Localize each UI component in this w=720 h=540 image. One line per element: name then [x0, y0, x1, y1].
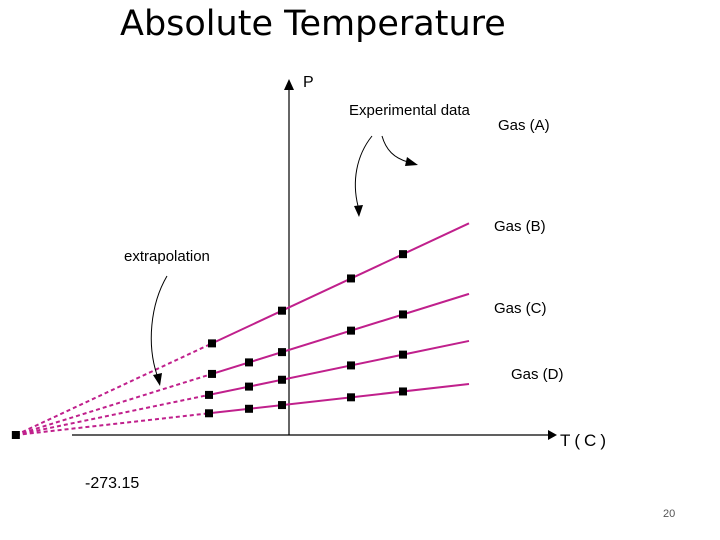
gas-a-label: Gas (A) — [498, 117, 550, 134]
gas-d-label: Gas (D) — [511, 366, 564, 383]
extrapolation-arrow — [150, 275, 168, 376]
y-axis-label: P — [303, 74, 314, 91]
experimental-data-arrow-lower — [354, 135, 373, 207]
series-layer: Gas (A) Gas (B) Gas (C) Gas (D) — [11, 117, 564, 439]
slide-title: Absolute Temperature — [120, 4, 506, 44]
annotation-experimental-data: Experimental data — [349, 102, 471, 119]
gas-b-point-2 — [245, 358, 253, 367]
gas-c-label: Gas (C) — [494, 300, 547, 317]
gas-c-extrapolation-line — [15, 393, 210, 436]
experimental-data-arrowhead-upper — [405, 157, 418, 166]
x-axis-arrowhead — [548, 430, 557, 440]
gas-a-data-line — [211, 222, 470, 345]
page-number: 20 — [663, 508, 676, 520]
x-intercept-label: -273.15 — [85, 475, 139, 492]
extrapolation-arrowhead — [153, 373, 162, 386]
gas-c-point-5 — [399, 350, 407, 359]
absolute-zero-point — [11, 431, 20, 439]
gas-a-point-3 — [347, 274, 355, 283]
gas-b-point-4 — [347, 326, 355, 335]
gas-b-point-1 — [208, 369, 216, 378]
experimental-data-arrow-upper — [381, 135, 409, 163]
gas-d-point-1 — [205, 409, 213, 418]
experimental-data-arrowhead-lower — [354, 205, 363, 217]
gas-a-point-1 — [208, 339, 216, 348]
annotation-extrapolation: extrapolation — [124, 248, 210, 265]
gas-d-point-2 — [245, 404, 253, 413]
gas-a-point-4 — [399, 250, 407, 259]
gas-c-point-1 — [205, 390, 213, 399]
gas-b-extrapolation-line — [15, 372, 213, 436]
gas-d-extrapolation-line — [15, 412, 210, 436]
gas-a-point-2 — [278, 306, 286, 315]
gas-b-label: Gas (B) — [494, 218, 546, 235]
gas-c-point-3 — [278, 375, 286, 384]
gas-d-point-4 — [347, 393, 355, 402]
gas-b-point-5 — [399, 310, 407, 319]
x-axis-label: T(C) — [560, 431, 610, 450]
y-axis-arrowhead — [284, 79, 294, 90]
gas-b-data-line — [211, 292, 470, 375]
gas-b-point-3 — [278, 348, 286, 357]
gas-d-point-5 — [399, 387, 407, 396]
gas-c-point-2 — [245, 382, 253, 391]
gas-d-point-3 — [278, 401, 286, 410]
gas-c-point-4 — [347, 361, 355, 370]
gas-a-extrapolation-line — [15, 342, 213, 436]
